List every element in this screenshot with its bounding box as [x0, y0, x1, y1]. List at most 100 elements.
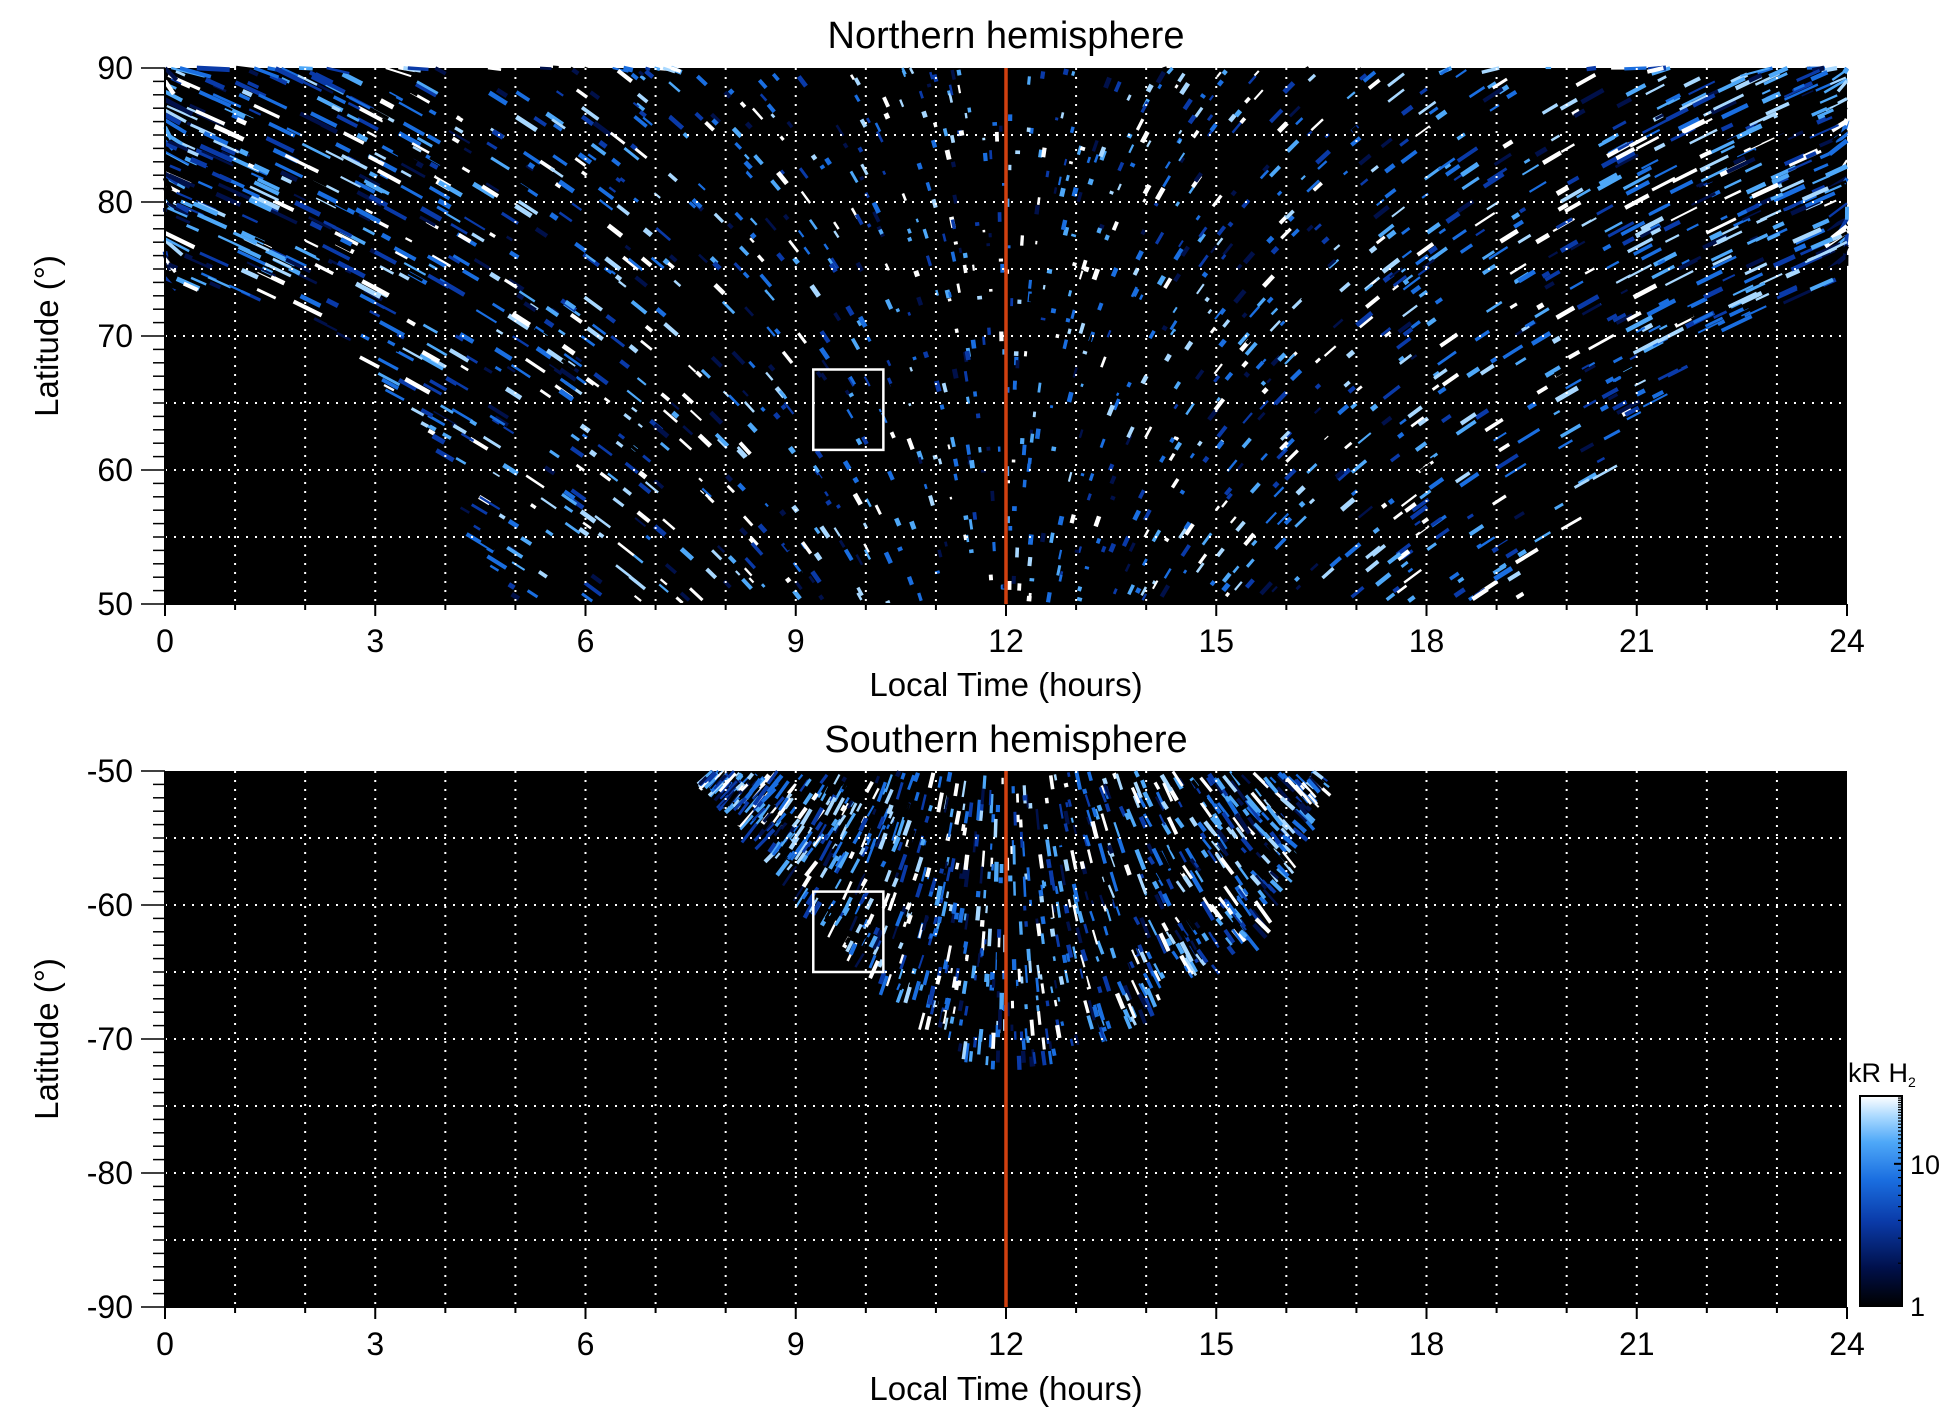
emission-streak: [332, 95, 347, 105]
emission-streak: [899, 954, 907, 970]
emission-streak: [207, 276, 232, 289]
emission-streak: [428, 108, 437, 116]
emission-streak: [1747, 73, 1763, 83]
emission-streak: [1559, 423, 1582, 439]
emission-streak: [1160, 800, 1169, 811]
emission-streak: [1288, 105, 1301, 118]
emission-streak: [895, 770, 902, 778]
emission-streak: [972, 911, 979, 925]
emission-streak: [1362, 70, 1377, 83]
emission-streak: [743, 567, 753, 577]
emission-streak: [365, 208, 374, 215]
emission-streak: [578, 516, 586, 522]
emission-streak: [1550, 134, 1561, 142]
emission-streak: [873, 926, 881, 936]
emission-streak: [280, 170, 298, 182]
emission-streak: [925, 239, 930, 246]
emission-streak: [1792, 248, 1820, 263]
emission-streak: [842, 142, 849, 149]
emission-streak: [1703, 286, 1724, 300]
emission-streak: [563, 489, 576, 500]
emission-streak: [395, 349, 415, 362]
emission-streak: [280, 77, 291, 84]
emission-streak: [1455, 69, 1467, 79]
emission-streak: [804, 354, 812, 363]
emission-streak: [945, 945, 952, 962]
emission-streak: [801, 541, 813, 555]
emission-streak: [1183, 521, 1192, 530]
emission-streak: [780, 404, 787, 411]
emission-streak: [1235, 437, 1242, 445]
emission-streak: [1029, 127, 1034, 134]
emission-streak: [1120, 514, 1127, 522]
emission-streak: [1334, 543, 1349, 557]
emission-streak: [1241, 312, 1248, 319]
emission-streak: [1067, 898, 1072, 908]
emission-streak: [507, 519, 520, 529]
emission-streak: [1812, 218, 1830, 230]
emission-streak: [947, 317, 952, 323]
emission-streak: [977, 810, 984, 821]
emission-streak: [956, 283, 961, 294]
emission-streak: [1029, 433, 1035, 443]
emission-streak: [1650, 207, 1672, 220]
emission-streak: [586, 95, 600, 107]
emission-streak: [869, 830, 878, 844]
emission-streak: [949, 1016, 955, 1024]
emission-streak: [1281, 437, 1295, 452]
emission-streak: [1456, 132, 1466, 141]
emission-streak: [1381, 248, 1393, 259]
emission-streak: [204, 77, 226, 90]
emission-streak: [383, 205, 408, 221]
emission-streak: [442, 429, 453, 437]
emission-streak: [1024, 965, 1028, 983]
emission-streak: [1244, 578, 1255, 589]
emission-streak: [919, 984, 924, 991]
emission-streak: [1242, 860, 1251, 869]
emission-streak: [1221, 499, 1228, 508]
emission-streak: [882, 365, 887, 370]
emission-streak: [1129, 960, 1135, 969]
emission-streak: [985, 973, 990, 987]
emission-streak: [682, 132, 690, 139]
emission-streak: [1760, 127, 1790, 144]
emission-streak: [579, 77, 596, 91]
emission-streak: [1142, 791, 1154, 808]
x-tick-label: 24: [1829, 1326, 1865, 1362]
emission-streak: [1691, 311, 1707, 321]
emission-streak: [1158, 851, 1171, 870]
emission-streak: [1809, 124, 1840, 139]
emission-streak: [1173, 403, 1179, 410]
emission-streak: [896, 816, 906, 837]
emission-streak: [855, 553, 864, 566]
emission-streak: [964, 954, 969, 962]
emission-streak: [1092, 301, 1098, 308]
emission-streak: [948, 904, 954, 912]
emission-streak: [778, 389, 788, 400]
emission-streak: [1761, 89, 1771, 95]
emission-streak: [954, 968, 960, 982]
emission-streak: [593, 372, 609, 386]
emission-streak: [953, 783, 960, 797]
emission-streak: [634, 517, 647, 528]
emission-streak: [535, 346, 553, 360]
emission-streak: [1094, 595, 1100, 602]
emission-streak: [616, 68, 633, 83]
emission-streak: [1554, 180, 1569, 191]
emission-streak: [949, 808, 954, 818]
emission-streak: [584, 253, 597, 263]
emission-streak: [570, 433, 581, 442]
emission-streak: [1749, 206, 1774, 221]
emission-streak: [784, 576, 792, 584]
emission-streak: [1209, 905, 1221, 918]
emission-streak: [1115, 906, 1121, 916]
emission-streak: [751, 107, 764, 121]
emission-streak: [1106, 844, 1114, 855]
emission-streak: [1025, 98, 1031, 106]
emission-streak: [1169, 437, 1176, 444]
emission-streak: [697, 183, 706, 191]
emission-streak: [884, 788, 894, 805]
emission-streak: [786, 783, 796, 794]
emission-streak: [1557, 202, 1569, 212]
emission-streak: [1052, 956, 1056, 962]
